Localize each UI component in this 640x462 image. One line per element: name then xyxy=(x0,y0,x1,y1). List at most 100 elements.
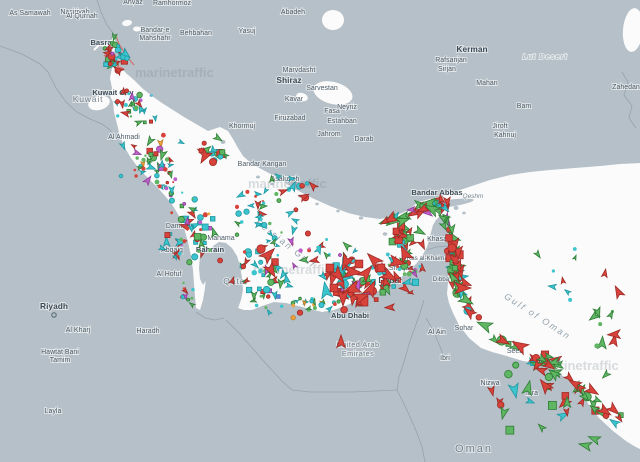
vessel-marker[interactable] xyxy=(110,51,115,56)
vessel-marker[interactable] xyxy=(402,242,410,252)
vessel-marker[interactable] xyxy=(198,238,206,249)
vessel-marker[interactable] xyxy=(383,303,396,312)
vessel-marker[interactable] xyxy=(156,138,164,149)
vessel-marker[interactable] xyxy=(290,224,299,236)
vessel-marker[interactable] xyxy=(532,249,542,259)
vessel-marker[interactable] xyxy=(164,232,171,238)
vessel-marker[interactable] xyxy=(290,315,296,321)
vessel-marker[interactable] xyxy=(596,402,613,419)
vessel-marker[interactable] xyxy=(536,377,555,396)
vessel-marker[interactable] xyxy=(587,309,602,323)
vessel-marker[interactable] xyxy=(133,105,139,111)
vessel-marker[interactable] xyxy=(451,265,458,272)
vessel-marker[interactable] xyxy=(388,254,408,269)
vessel-marker[interactable] xyxy=(354,259,364,269)
vessel-marker[interactable] xyxy=(284,209,296,218)
vessel-marker[interactable] xyxy=(270,290,278,301)
vessel-marker[interactable] xyxy=(148,152,154,157)
vessel-marker[interactable] xyxy=(243,276,251,285)
vessel-marker[interactable] xyxy=(274,192,279,196)
vessel-marker[interactable] xyxy=(329,283,339,293)
vessel-marker[interactable] xyxy=(119,86,126,96)
vessel-marker[interactable] xyxy=(592,395,603,404)
vessel-marker[interactable] xyxy=(233,220,243,228)
vessel-marker[interactable] xyxy=(135,156,139,160)
vessel-marker[interactable] xyxy=(304,305,313,310)
vessel-marker[interactable] xyxy=(572,247,577,251)
vessel-marker[interactable] xyxy=(598,322,603,327)
vessel-marker[interactable] xyxy=(201,223,209,231)
vessel-marker[interactable] xyxy=(274,172,283,181)
vessel-marker[interactable] xyxy=(338,253,342,257)
vessel-marker[interactable] xyxy=(208,157,217,166)
vessel-marker[interactable] xyxy=(341,240,353,252)
vessel-marker[interactable] xyxy=(589,398,598,412)
vessel-marker[interactable] xyxy=(536,353,548,364)
vessel-marker[interactable] xyxy=(141,157,146,162)
vessel-marker[interactable] xyxy=(187,205,198,214)
vessel-marker[interactable] xyxy=(191,253,199,261)
vessel-marker[interactable] xyxy=(150,94,153,97)
vessel-marker[interactable] xyxy=(198,220,203,225)
vessel-marker[interactable] xyxy=(199,251,205,259)
vessel-marker[interactable] xyxy=(177,215,185,223)
vessel-marker[interactable] xyxy=(507,382,522,400)
vessel-marker[interactable] xyxy=(168,197,175,204)
vessel-marker[interactable] xyxy=(265,239,272,244)
vessel-marker[interactable] xyxy=(405,226,414,237)
vessel-marker[interactable] xyxy=(509,337,531,356)
vessel-marker[interactable] xyxy=(451,269,462,282)
vessel-marker[interactable] xyxy=(391,284,396,289)
vessel-marker[interactable] xyxy=(239,220,244,224)
vessel-marker[interactable] xyxy=(199,228,203,232)
vessel-marker[interactable] xyxy=(475,314,482,321)
vessel-marker[interactable] xyxy=(379,289,386,296)
vessel-marker[interactable] xyxy=(286,236,295,247)
vessel-marker[interactable] xyxy=(191,197,194,200)
vessel-marker[interactable] xyxy=(116,114,120,118)
vessel-marker[interactable] xyxy=(335,333,347,349)
vessel-marker[interactable] xyxy=(562,407,570,418)
vessel-marker[interactable] xyxy=(568,297,573,302)
vessel-marker[interactable] xyxy=(142,120,147,125)
vessel-marker[interactable] xyxy=(245,251,252,258)
vessel-marker[interactable] xyxy=(577,440,594,452)
vessel-marker[interactable] xyxy=(197,146,214,165)
vessel-marker[interactable] xyxy=(269,237,278,247)
vessel-marker[interactable] xyxy=(182,201,187,206)
vessel-marker[interactable] xyxy=(318,301,325,308)
vessel-marker[interactable] xyxy=(164,186,169,191)
vessel-marker[interactable] xyxy=(402,272,407,276)
vessel-marker[interactable] xyxy=(541,358,557,372)
vessel-marker[interactable] xyxy=(600,267,609,279)
vessel-marker[interactable] xyxy=(174,237,188,247)
vessel-marker[interactable] xyxy=(456,291,475,309)
vessel-marker[interactable] xyxy=(406,234,414,242)
vessel-marker[interactable] xyxy=(182,292,188,301)
vessel-marker[interactable] xyxy=(253,221,264,229)
vessel-marker[interactable] xyxy=(243,208,250,215)
vessel-marker[interactable] xyxy=(299,183,305,189)
vessel-marker[interactable] xyxy=(119,109,131,118)
vessel-marker[interactable] xyxy=(412,224,427,238)
vessel-marker[interactable] xyxy=(379,215,392,227)
vessel-marker[interactable] xyxy=(235,210,242,217)
vessel-marker[interactable] xyxy=(271,258,279,266)
vessel-marker[interactable] xyxy=(136,91,143,99)
vessel-marker[interactable] xyxy=(182,287,186,290)
vessel-marker[interactable] xyxy=(323,251,331,260)
vessel-marker[interactable] xyxy=(118,140,128,151)
vessel-marker[interactable] xyxy=(199,145,212,155)
vessel-marker[interactable] xyxy=(134,98,143,108)
vessel-marker[interactable] xyxy=(210,226,219,239)
vessel-marker[interactable] xyxy=(437,193,446,205)
vessel-marker[interactable] xyxy=(167,156,175,165)
vessel-marker[interactable] xyxy=(361,278,380,299)
vessel-marker[interactable] xyxy=(103,61,109,67)
vessel-marker[interactable] xyxy=(340,306,348,314)
vessel-marker[interactable] xyxy=(202,212,208,218)
vessel-marker[interactable] xyxy=(134,174,138,178)
vessel-marker[interactable] xyxy=(521,379,534,397)
vessel-marker[interactable] xyxy=(228,275,236,286)
